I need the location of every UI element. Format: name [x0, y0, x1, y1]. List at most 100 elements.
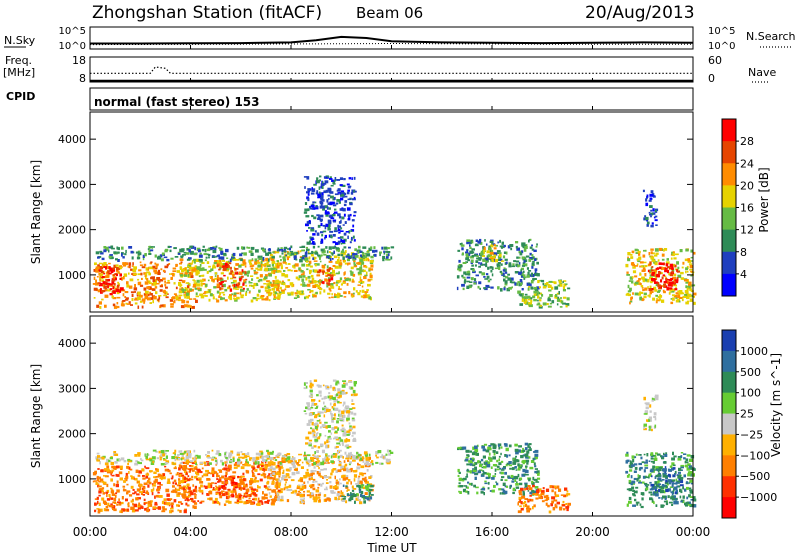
data-cell-region-8	[523, 260, 526, 263]
data-cell-region-4	[316, 432, 318, 437]
data-cell-region-0	[92, 283, 96, 285]
data-cell-region-3	[306, 468, 309, 472]
data-cell-region-11	[658, 289, 661, 292]
data-cell-region-9	[641, 497, 644, 501]
data-cell-region-2	[259, 274, 263, 278]
data-cell-region-8	[525, 244, 528, 247]
data-cell-region-2	[246, 274, 249, 277]
data-cell-region-2	[240, 296, 244, 299]
data-cell-region-9	[631, 486, 635, 490]
data-cell-region-9	[686, 496, 689, 500]
data-cell-region-7	[465, 490, 468, 493]
data-cell-region-6	[350, 493, 354, 496]
data-cell-region-5	[320, 240, 323, 244]
data-cell-region-4	[334, 430, 338, 433]
data-cell-region-5	[316, 450, 319, 453]
data-cell-region-7	[517, 467, 521, 471]
data-cell-region-0	[137, 497, 141, 500]
data-cell-region-0	[101, 298, 104, 301]
data-cell-region-0	[146, 490, 149, 494]
data-cell-region-4	[327, 440, 331, 443]
data-cell-region-5	[390, 451, 394, 454]
data-cell-region-3	[315, 489, 320, 493]
data-cell-region-1	[224, 463, 227, 467]
data-cell-region-13	[653, 195, 656, 198]
data-cell-region-7	[485, 464, 488, 467]
data-cell-region-3	[346, 489, 350, 491]
data-cell-region-7	[474, 476, 477, 480]
data-cell-region-11	[634, 265, 639, 267]
data-cell-region-0	[155, 265, 158, 268]
data-cell-region-6	[360, 490, 364, 495]
data-cell-region-0	[154, 286, 158, 289]
data-cell-region-0	[192, 279, 195, 281]
data-cell-region-0	[188, 271, 191, 275]
data-cell-region-7	[477, 460, 480, 464]
data-cell-region-0	[143, 486, 146, 490]
data-cell-region-8	[527, 499, 530, 503]
data-cell-region-2	[256, 293, 260, 297]
data-cell-region-11	[690, 270, 694, 273]
data-cell-region-8	[472, 268, 475, 272]
data-cell-region-7	[533, 457, 536, 460]
data-cell-region-5	[332, 241, 336, 244]
data-cell-region-7	[182, 254, 186, 256]
data-cell-region-10	[558, 291, 560, 295]
data-cell-region-7	[519, 482, 523, 486]
data-cell-region-2	[239, 286, 242, 289]
data-cell-region-3	[275, 472, 280, 476]
data-cell-region-9	[653, 457, 658, 461]
data-cell-region-11	[677, 266, 680, 270]
data-cell-region-11	[650, 251, 653, 255]
data-cell-region-2	[199, 263, 202, 267]
data-cell-region-5	[345, 231, 350, 233]
data-cell-region-7	[514, 475, 519, 480]
data-cell-region-4	[364, 291, 369, 293]
noise-right-tick-top: 10^5	[708, 26, 735, 37]
data-cell-region-11	[675, 292, 679, 295]
data-cell-region-1	[110, 271, 114, 274]
data-cell-region-5	[306, 176, 310, 180]
data-cell-region-1	[115, 274, 118, 277]
data-cell-region-1	[253, 497, 258, 501]
data-cell-region-0	[137, 474, 141, 477]
data-cell-region-0	[120, 501, 124, 505]
data-cell-region-2	[225, 481, 229, 485]
data-cell-region-0	[150, 261, 153, 264]
data-cell-region-1	[182, 465, 185, 469]
data-cell-region-2	[213, 262, 217, 265]
data-cell-region-12	[671, 267, 674, 271]
data-cell-region-7	[95, 251, 100, 255]
data-cell-region-7	[137, 254, 140, 257]
data-cell-region-5	[316, 455, 319, 458]
data-cell-region-5	[206, 455, 210, 458]
data-cell-region-7	[121, 246, 124, 250]
data-cell-region-0	[175, 473, 178, 476]
data-cell-region-0	[112, 501, 116, 504]
data-cell-region-0	[159, 484, 163, 486]
data-cell-region-5	[257, 461, 260, 465]
data-cell-region-11	[676, 261, 679, 265]
data-cell-region-11	[690, 290, 694, 293]
data-cell-region-0	[184, 287, 187, 290]
data-cell-region-7	[522, 459, 526, 464]
data-cell-region-9	[687, 463, 691, 466]
data-cell-region-5	[243, 453, 247, 457]
data-cell-region-8	[526, 274, 530, 278]
data-cell-region-11	[661, 285, 665, 287]
data-cell-region-0	[141, 277, 143, 280]
data-cell-region-5	[316, 232, 320, 236]
data-cell-region-2	[201, 274, 204, 277]
data-cell-region-4	[359, 276, 362, 280]
data-cell-region-0	[113, 497, 117, 502]
data-cell-region-4	[312, 251, 316, 254]
data-cell-region-0	[149, 470, 152, 473]
data-cell-region-2	[237, 475, 239, 478]
data-cell-region-11	[689, 298, 693, 302]
data-cell-region-0	[172, 267, 177, 270]
data-cell-region-0	[162, 290, 166, 294]
data-cell-region-0	[147, 500, 152, 505]
data-cell-region-1	[230, 490, 234, 494]
data-cell-region-7	[361, 251, 364, 254]
data-cell-region-4	[352, 292, 355, 295]
